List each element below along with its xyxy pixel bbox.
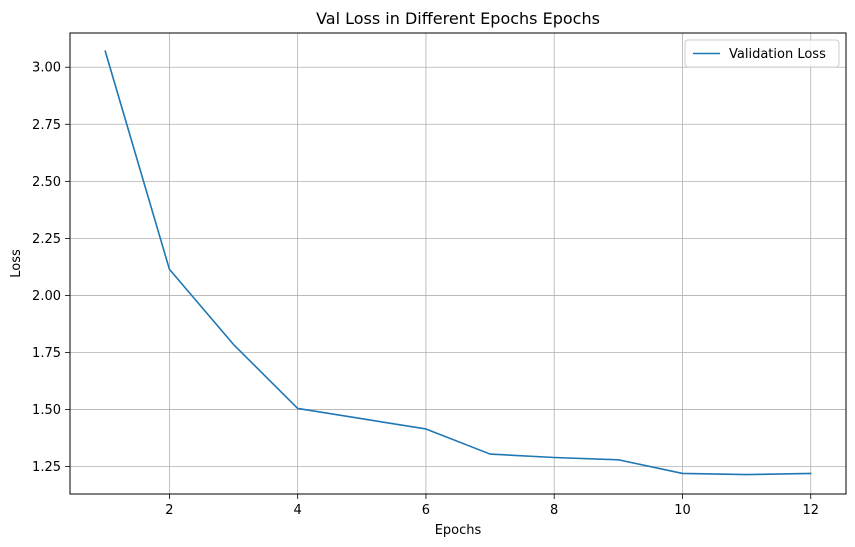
x-axis-ticks: 2 4 6 8 10 12 xyxy=(165,494,819,518)
y-tick-label: 1.75 xyxy=(32,346,61,361)
x-tick-label: 10 xyxy=(674,503,691,518)
series-layer xyxy=(104,50,812,476)
plot-frame xyxy=(69,32,847,495)
y-axis-label: Loss xyxy=(9,249,24,278)
x-tick-label: 6 xyxy=(422,503,430,518)
y-tick-label: 2.75 xyxy=(32,118,61,133)
x-tick-label: 8 xyxy=(550,503,558,518)
series-line-validation-loss xyxy=(104,50,812,476)
legend: Validation Loss xyxy=(684,39,840,68)
y-tick-label: 2.50 xyxy=(32,175,61,190)
y-tick-label: 3.00 xyxy=(32,61,61,76)
x-axis-label: Epochs xyxy=(435,523,482,538)
x-tick-label: 2 xyxy=(165,503,173,518)
legend-box xyxy=(684,39,840,68)
chart-title: Val Loss in Different Epochs Epochs xyxy=(316,9,600,28)
y-axis-ticks: 1.25 1.50 1.75 2.00 2.25 2.50 2.75 3.00 xyxy=(32,61,70,475)
x-tick-label: 4 xyxy=(294,503,302,518)
y-tick-label: 2.00 xyxy=(32,289,61,304)
legend-label-validation-loss: Validation Loss xyxy=(729,47,826,62)
x-tick-label: 12 xyxy=(802,503,819,518)
y-tick-label: 1.25 xyxy=(32,460,61,475)
y-tick-label: 1.50 xyxy=(32,403,61,418)
y-tick-label: 2.25 xyxy=(32,232,61,247)
